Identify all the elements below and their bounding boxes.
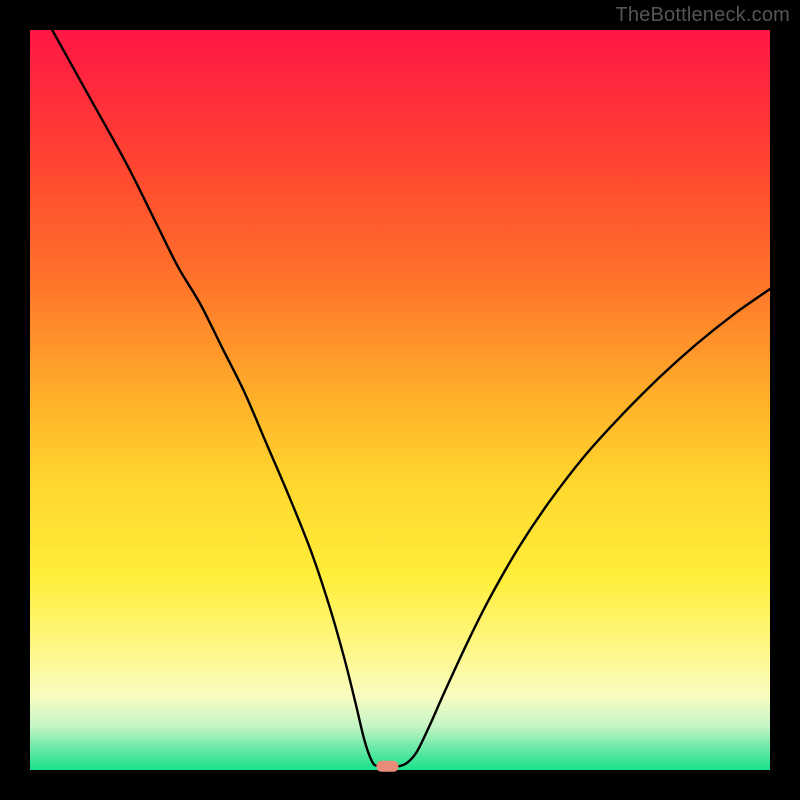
chart-stage: TheBottleneck.com (0, 0, 800, 800)
watermark-text: TheBottleneck.com (615, 4, 790, 27)
plot-background (30, 30, 770, 770)
chart-svg (0, 0, 800, 800)
bottleneck-marker (376, 761, 398, 772)
